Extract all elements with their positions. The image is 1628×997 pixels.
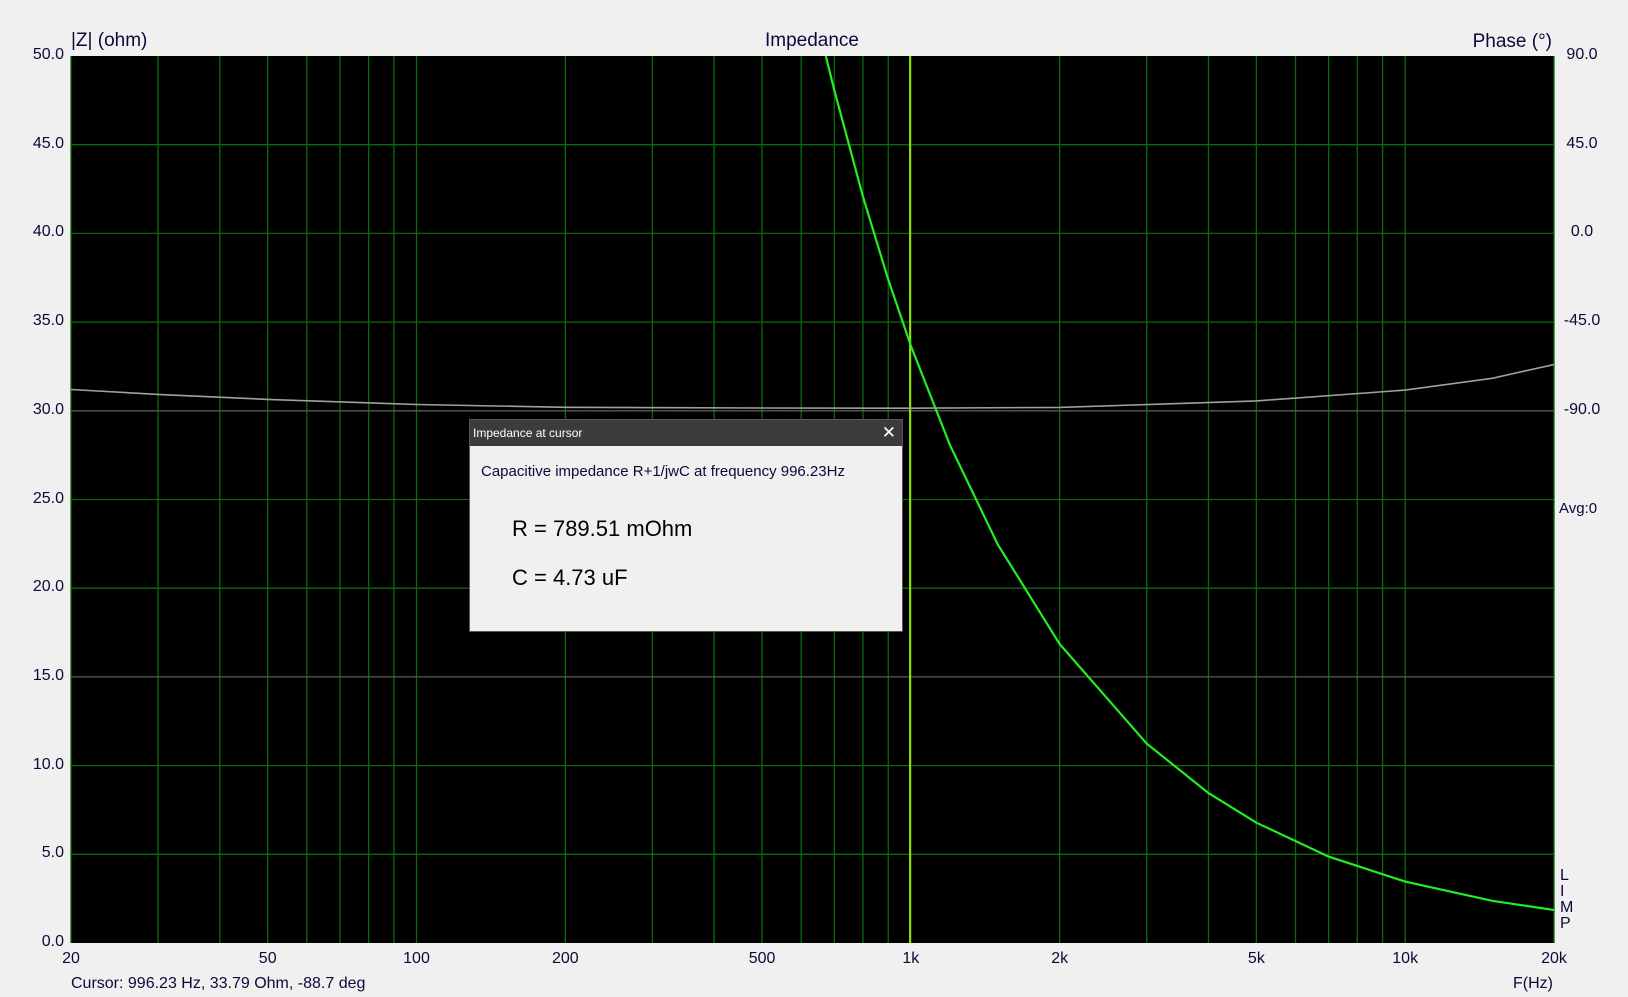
y-tick-label: 5.0 <box>41 844 64 862</box>
close-icon[interactable]: ✕ <box>881 423 896 442</box>
x-tick-label: 2k <box>1051 950 1069 967</box>
phase-series-line <box>71 363 1554 410</box>
y-tick-label: 15.0 <box>32 666 64 684</box>
x-axis-label: F(Hz) <box>1513 975 1553 992</box>
x-tick-label: 100 <box>403 950 430 967</box>
impedance-at-cursor-dialog: Impedance at cursor ✕ Capacitive impedan… <box>469 419 903 632</box>
y-tick-label: 0.0 <box>41 933 64 950</box>
chart-title: Impedance <box>764 30 859 51</box>
x-tick-label: 50 <box>258 950 277 967</box>
dialog-title: Impedance at cursor <box>473 426 583 440</box>
y-tick-label: 25.0 <box>32 489 64 507</box>
x-tick-label: 5k <box>1247 950 1265 967</box>
y-tick-label: 50.0 <box>32 46 64 63</box>
y2-tick-label: 45.0 <box>1566 134 1598 152</box>
dialog-description: Capacitive impedance R+1/jwC at frequenc… <box>481 463 845 480</box>
capacitance-value: C = 4.73 uF <box>512 565 628 590</box>
y2-tick-label: 0.0 <box>1570 223 1594 241</box>
y-tick-label: 40.0 <box>32 223 64 241</box>
x-tick-label: 20 <box>62 950 80 967</box>
x-tick-label: 20k <box>1541 950 1567 967</box>
y-axis-label: |Z| (ohm) <box>71 30 148 51</box>
dialog-titlebar[interactable]: Impedance at cursor ✕ <box>470 420 902 446</box>
y-tick-label: 30.0 <box>32 400 64 418</box>
y-tick-label: 45.0 <box>32 134 64 152</box>
y2-tick-label: -45.0 <box>1563 312 1601 330</box>
y-tick-label: 35.0 <box>32 312 64 330</box>
avg-label: Avg:0 <box>1559 500 1598 517</box>
x-tick-label: 10k <box>1392 950 1419 967</box>
x-tick-label: 500 <box>748 950 776 967</box>
y2-tick-label: 90.0 <box>1566 46 1598 63</box>
y-tick-label: 10.0 <box>32 755 64 773</box>
y-tick-label: 20.0 <box>32 578 64 596</box>
y2-tick-label: -90.0 <box>1563 400 1601 418</box>
resistance-value: R = 789.51 mOhm <box>512 516 693 541</box>
x-tick-label: 200 <box>551 950 579 967</box>
y2-axis-label: Phase (°) <box>1472 31 1552 52</box>
impedance-series-line <box>824 56 1554 912</box>
cursor-readout: Cursor: 996.23 Hz, 33.79 Ohm, -88.7 deg <box>71 975 366 992</box>
x-tick-label: 1k <box>902 950 920 967</box>
limp-label: L I M P <box>1560 867 1574 932</box>
